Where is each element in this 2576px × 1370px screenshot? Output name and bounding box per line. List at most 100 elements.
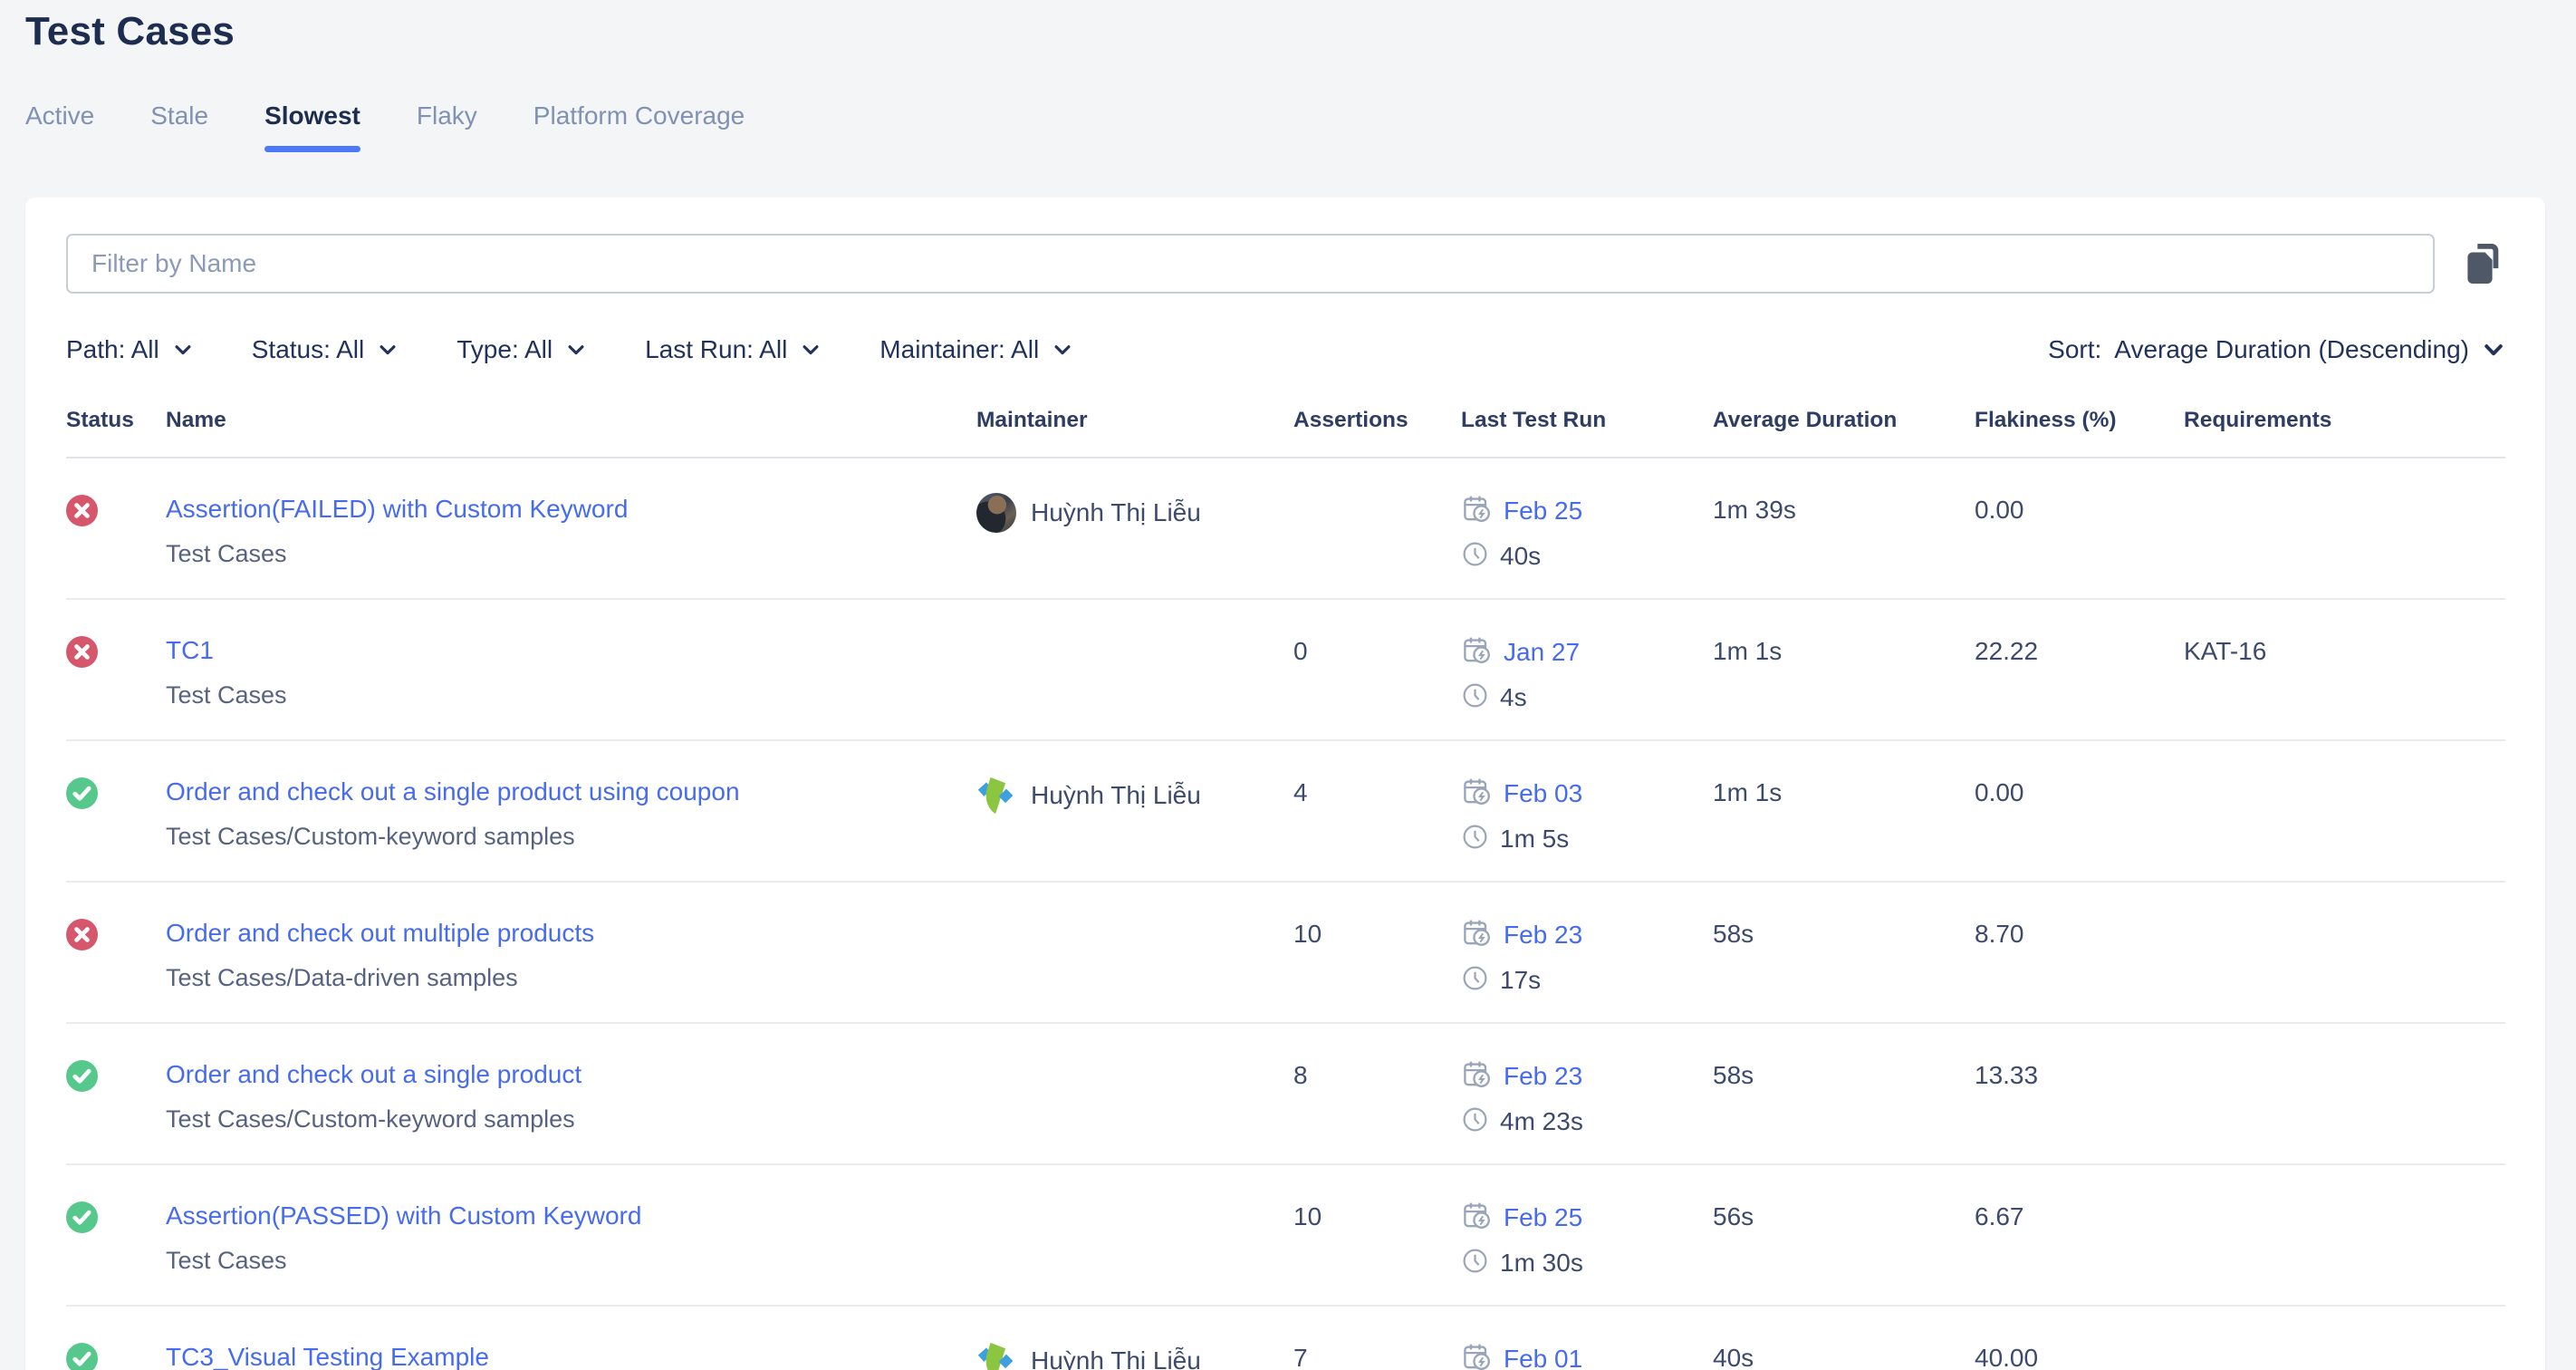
avg-duration-value: 1m 39s [1713, 496, 1796, 524]
calendar-run-icon [1461, 634, 1493, 671]
last-run-date[interactable]: Feb 01 [1504, 1345, 1583, 1370]
copy-button[interactable] [2462, 240, 2505, 287]
last-run-date[interactable]: Feb 23 [1504, 1062, 1583, 1090]
test-case-link[interactable]: Order and check out a single product [166, 1060, 582, 1088]
last-run-date[interactable]: Feb 23 [1504, 921, 1583, 949]
avg-duration-value: 58s [1713, 1061, 1754, 1089]
name-cell: Order and check out multiple products Te… [166, 917, 976, 993]
flakiness-value: 6.67 [1975, 1202, 2024, 1230]
flakiness-value: 40.00 [1975, 1344, 2039, 1370]
x-circle-icon [66, 636, 166, 668]
katalon-logo-avatar [976, 1341, 1016, 1370]
last-run-date[interactable]: Feb 25 [1504, 1203, 1583, 1231]
check-circle-icon [66, 1060, 166, 1092]
last-run-duration: 1m 30s [1500, 1249, 1583, 1277]
chevron-down-icon [1052, 339, 1073, 361]
name-cell: Order and check out a single product usi… [166, 776, 976, 852]
tab-slowest[interactable]: Slowest [264, 101, 360, 152]
column-header-assertions: Assertions [1293, 408, 1408, 432]
filter-name-input[interactable] [66, 234, 2435, 294]
avatar [976, 493, 1016, 533]
status-cell [66, 1200, 166, 1233]
test-case-link[interactable]: Order and check out a single product usi… [166, 777, 740, 806]
check-circle-icon [66, 1343, 166, 1370]
maintainer-cell [976, 634, 1293, 674]
table-row: Order and check out a single product usi… [66, 741, 2505, 883]
column-header-flakiness: Flakiness (%) [1975, 408, 2117, 432]
last-run-date[interactable]: Feb 03 [1504, 779, 1583, 807]
filter-maintainer-dropdown[interactable]: Maintainer: All [879, 335, 1073, 364]
last-run-date[interactable]: Jan 27 [1504, 638, 1581, 666]
status-cell [66, 493, 166, 526]
clock-icon [1461, 964, 1489, 997]
assertions-value: 7 [1293, 1344, 1308, 1370]
maintainer-cell: Huỳnh Thị Liễu [976, 776, 1293, 815]
avg-duration-value: 1m 1s [1713, 637, 1783, 665]
table-row: Order and check out multiple products Te… [66, 883, 2505, 1024]
clock-icon [1461, 1247, 1489, 1279]
status-cell [66, 1058, 166, 1092]
last-run-cell: Feb 01 1m 9s [1461, 1341, 1713, 1370]
test-case-link[interactable]: TC1 [166, 636, 214, 664]
tab-active[interactable]: Active [25, 101, 95, 130]
last-run-duration: 4m 23s [1500, 1107, 1583, 1135]
sort-dropdown[interactable]: Average Duration (Descending) [2114, 335, 2505, 364]
filter-path-dropdown[interactable]: Path: All [66, 335, 194, 364]
last-run-cell: Feb 23 4m 23s [1461, 1058, 1713, 1138]
sort-value: Average Duration (Descending) [2114, 335, 2469, 363]
assertions-value: 10 [1293, 1202, 1322, 1230]
test-case-link[interactable]: Assertion(FAILED) with Custom Keyword [166, 495, 629, 523]
flakiness-value: 22.22 [1975, 637, 2039, 665]
last-run-date[interactable]: Feb 25 [1504, 497, 1583, 525]
avg-duration-value: 1m 1s [1713, 778, 1783, 806]
table-body: Assertion(FAILED) with Custom Keyword Te… [66, 458, 2505, 1370]
copy-icon [2463, 241, 2504, 286]
name-cell: Order and check out a single product Tes… [166, 1058, 976, 1134]
calendar-run-icon [1461, 917, 1493, 953]
tab-platform-coverage[interactable]: Platform Coverage [533, 101, 745, 130]
table-row: Assertion(PASSED) with Custom Keyword Te… [66, 1165, 2505, 1307]
tab-stale[interactable]: Stale [150, 101, 209, 130]
last-run-duration: 40s [1500, 542, 1542, 570]
test-case-link[interactable]: Assertion(PASSED) with Custom Keyword [166, 1201, 642, 1230]
maintainer-name: Huỳnh Thị Liễu [1031, 781, 1201, 809]
filter-last-run-label: Last Run: All [645, 335, 788, 363]
status-cell [66, 634, 166, 668]
table-header: Status Name Maintainer Assertions Last T… [66, 408, 2505, 458]
last-run-cell: Feb 25 40s [1461, 493, 1713, 573]
filter-maintainer-label: Maintainer: All [879, 335, 1040, 363]
test-case-link[interactable]: TC3_Visual Testing Example [166, 1343, 489, 1370]
chevron-down-icon [565, 339, 587, 361]
column-header-name: Name [166, 408, 226, 432]
requirements-value: KAT-16 [2184, 637, 2267, 665]
toolbar [66, 234, 2505, 294]
maintainer-name: Huỳnh Thị Liễu [1031, 498, 1201, 526]
test-case-path: Test Cases/Custom-keyword samples [166, 823, 575, 850]
avg-duration-value: 40s [1713, 1344, 1754, 1370]
status-cell [66, 917, 166, 950]
flakiness-value: 8.70 [1975, 920, 2024, 948]
clock-icon [1461, 681, 1489, 714]
maintainer-cell [976, 1058, 1293, 1098]
name-cell: TC3_Visual Testing Example Test Cases/Ma… [166, 1341, 976, 1370]
chevron-down-icon [2482, 338, 2505, 362]
last-run-cell: Jan 27 4s [1461, 634, 1713, 714]
maintainer-cell [976, 917, 1293, 957]
column-header-last-test-run: Last Test Run [1461, 408, 1607, 432]
last-run-cell: Feb 25 1m 30s [1461, 1200, 1713, 1279]
column-header-maintainer: Maintainer [976, 408, 1088, 432]
maintainer-cell: Huỳnh Thị Liễu [976, 1341, 1293, 1370]
avg-duration-value: 56s [1713, 1202, 1754, 1230]
tab-flaky[interactable]: Flaky [416, 101, 477, 130]
test-case-path: Test Cases [166, 1247, 287, 1274]
filter-path-label: Path: All [66, 335, 159, 363]
test-cases-card: Path: All Status: All Type: All Last Run… [25, 198, 2545, 1370]
filter-status-dropdown[interactable]: Status: All [252, 335, 399, 364]
test-case-path: Test Cases [166, 681, 287, 709]
clock-icon [1461, 1105, 1489, 1138]
filter-type-dropdown[interactable]: Type: All [457, 335, 587, 364]
filter-last-run-dropdown[interactable]: Last Run: All [645, 335, 822, 364]
test-case-link[interactable]: Order and check out multiple products [166, 919, 595, 947]
name-cell: TC1 Test Cases [166, 634, 976, 710]
